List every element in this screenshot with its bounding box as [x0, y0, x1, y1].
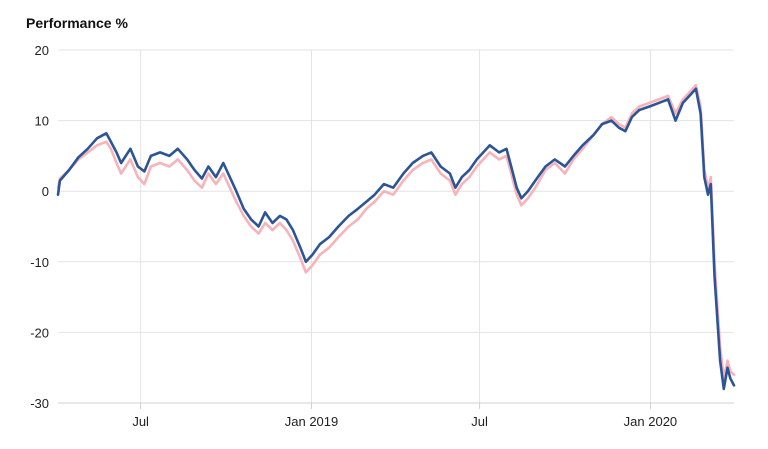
y-axis-title: Performance % — [26, 15, 128, 31]
series-line-1 — [56, 87, 736, 391]
x-tick-label: Jan 2020 — [624, 414, 678, 429]
y-tick-label: 0 — [42, 184, 49, 199]
y-tick-label: -20 — [30, 325, 49, 340]
y-tick-label: -30 — [30, 396, 49, 411]
x-tick-label: Jul — [132, 414, 149, 429]
x-tick-label: Jul — [471, 414, 488, 429]
gridlines — [58, 49, 734, 404]
series-line-2 — [56, 84, 736, 380]
y-tick-label: 10 — [35, 114, 49, 129]
series-lines — [56, 84, 736, 391]
y-tick-label: 20 — [35, 43, 49, 58]
x-axis-ticks: Jul Jan 2019 Jul Jan 2020 — [132, 403, 677, 429]
x-tick-label: Jan 2019 — [285, 414, 339, 429]
y-axis-ticks: 20 10 0 -10 -20 -30 — [30, 43, 49, 411]
y-tick-label: -10 — [30, 255, 49, 270]
